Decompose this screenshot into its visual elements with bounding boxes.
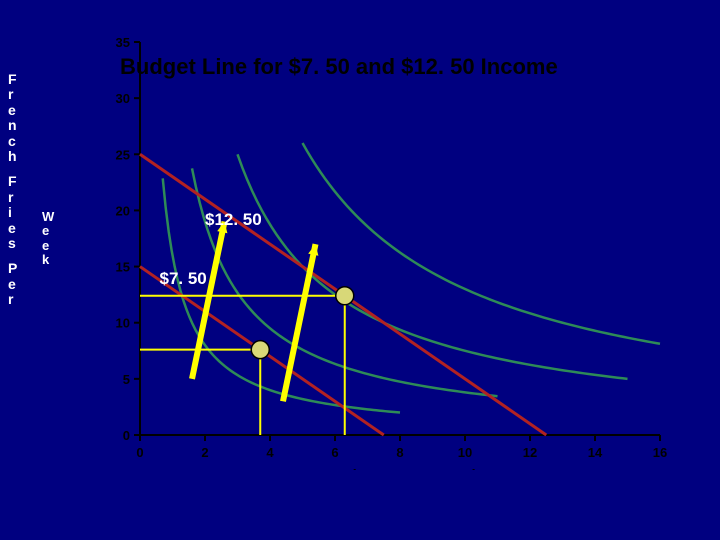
svg-text:4: 4 xyxy=(266,445,274,460)
price-annotation: $12. 50 xyxy=(205,210,262,230)
svg-text:35: 35 xyxy=(116,35,130,50)
svg-text:16: 16 xyxy=(653,445,667,460)
svg-text:8: 8 xyxy=(396,445,403,460)
svg-text:10: 10 xyxy=(116,316,130,331)
svg-text:Hamburgers Per Week: Hamburgers Per Week xyxy=(320,467,480,470)
svg-text:14: 14 xyxy=(588,445,603,460)
y-axis-label-outer: FrenchFriesPer xyxy=(8,72,17,317)
svg-text:0: 0 xyxy=(136,445,143,460)
y-axis-label-inner: Week xyxy=(42,210,54,267)
svg-text:20: 20 xyxy=(116,203,130,218)
svg-text:30: 30 xyxy=(116,91,130,106)
svg-text:5: 5 xyxy=(123,372,130,387)
svg-text:15: 15 xyxy=(116,260,130,275)
svg-text:10: 10 xyxy=(458,445,472,460)
svg-text:25: 25 xyxy=(116,147,130,162)
svg-text:12: 12 xyxy=(523,445,537,460)
price-annotation: $7. 50 xyxy=(160,269,207,289)
svg-text:6: 6 xyxy=(331,445,338,460)
plot-svg: 0 2 4 6 8 10 12 14 16 0 5 10 15 20 25 30 35 Hamburgers Pe… xyxy=(85,30,675,470)
plot-area: 0 2 4 6 8 10 12 14 16 0 5 10 15 20 25 30 35 Hamburgers Pe… xyxy=(85,30,675,470)
chart-title: Budget Line for $7. 50 and $12. 50 Incom… xyxy=(120,54,558,80)
svg-text:2: 2 xyxy=(201,445,208,460)
svg-text:0: 0 xyxy=(123,428,130,443)
chart-container: 0 2 4 6 8 10 12 14 16 0 5 10 15 20 25 30 35 Hamburgers Pe… xyxy=(0,0,720,540)
